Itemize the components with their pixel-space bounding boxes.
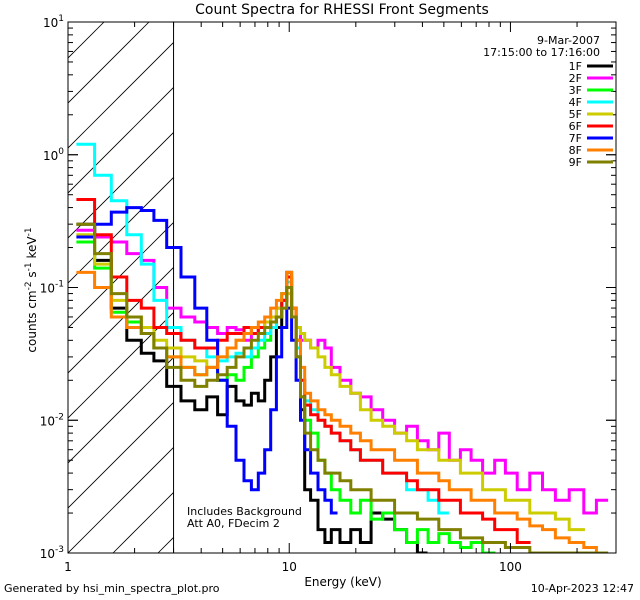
legend-label-4f: 4F xyxy=(569,96,582,109)
legend-label-2f: 2F xyxy=(569,72,582,85)
legend-label-6f: 6F xyxy=(569,120,582,133)
x-axis-label: Energy (keV) xyxy=(304,575,381,589)
series-2f-line xyxy=(76,228,609,515)
y-tick-label: 10-1 xyxy=(40,280,64,296)
legend-label-9f: 9F xyxy=(569,156,582,169)
legend-label-1f: 1F xyxy=(569,60,582,73)
y-tick-label: 10-2 xyxy=(40,412,64,428)
chart-title: Count Spectra for RHESSI Front Segments xyxy=(195,2,489,18)
series-7f-line xyxy=(76,206,338,515)
series-5f-line xyxy=(76,233,585,532)
date-label: 9-Mar-2007 xyxy=(537,34,600,47)
generated-by-label: Generated by hsi_min_spectra_plot.pro xyxy=(4,582,220,595)
series-group xyxy=(76,142,609,553)
timestamp-label: 10-Apr-2023 12:47 xyxy=(530,582,634,595)
series-8f-line xyxy=(76,270,609,553)
series-1f-line xyxy=(76,222,428,553)
annotation-background: Includes Background xyxy=(187,505,302,518)
y-tick-label: 10-3 xyxy=(40,545,64,561)
series-9f-line xyxy=(76,222,609,553)
x-tick-label: 100 xyxy=(499,560,522,574)
axis-ticks xyxy=(67,21,617,554)
time-range-label: 17:15:00 to 17:16:00 xyxy=(483,46,600,59)
y-tick-label: 101 xyxy=(43,14,64,30)
y-axis-label: counts cm-2 s-1 keV-1 xyxy=(24,227,39,352)
legend-label-8f: 8F xyxy=(569,144,582,157)
legend-label-5f: 5F xyxy=(569,108,582,121)
x-tick-label: 1 xyxy=(64,560,72,574)
y-tick-label: 100 xyxy=(43,147,64,163)
x-tick-label: 10 xyxy=(282,560,297,574)
annotation-attenuator: Att A0, FDecim 2 xyxy=(187,517,280,530)
legend-label-3f: 3F xyxy=(569,84,582,97)
legend-label-7f: 7F xyxy=(569,132,582,145)
